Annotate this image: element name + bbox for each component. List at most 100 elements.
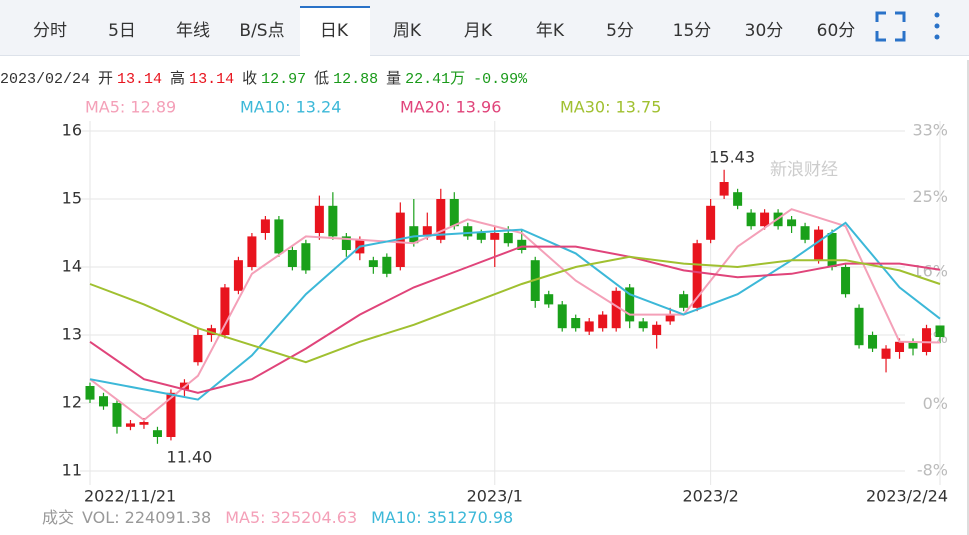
tab[interactable]: 分时 <box>33 21 67 41</box>
tab[interactable]: 60分 <box>817 21 856 41</box>
x-tick-label: 2023/1 <box>467 487 523 506</box>
legend-entry: MA20: 13.96 <box>400 98 501 117</box>
tab-bar <box>0 0 969 56</box>
candle-body <box>85 386 95 400</box>
tab[interactable]: 年K <box>536 21 565 41</box>
candle-body <box>490 233 500 240</box>
candle-body <box>557 304 567 329</box>
candle-body <box>125 423 135 427</box>
volume-ma10: MA10: 351270.98 <box>371 508 513 527</box>
candle-body <box>260 219 270 233</box>
candle-body <box>800 226 810 240</box>
info-bar: 2023/02/24 开 13.14 高 13.14 收 12.97 低 12.88 量 22.41… <box>0 70 528 88</box>
candle-body <box>665 314 675 322</box>
y2-tick-label: 33% <box>912 121 948 140</box>
volume-vol: VOL: 224091.38 <box>82 508 211 527</box>
candle-body <box>935 325 945 338</box>
y2-tick-label: -8% <box>917 461 948 480</box>
active-tab <box>300 6 370 56</box>
candle-body <box>733 192 743 206</box>
info-label: 高 <box>170 70 185 88</box>
candle-body <box>436 199 446 240</box>
fullscreen-icon[interactable] <box>875 11 906 42</box>
candle-body <box>652 324 662 335</box>
candle-body <box>881 348 891 359</box>
volume-ma5: MA5: 325204.63 <box>225 508 357 527</box>
candle-body <box>139 422 149 425</box>
y2-tick-label: 16% <box>912 261 948 280</box>
candle-body <box>328 205 338 237</box>
ma-line <box>89 255 941 364</box>
y-tick-label: 13 <box>62 325 82 344</box>
ma-line <box>89 221 941 401</box>
candle-body <box>220 287 230 335</box>
tab[interactable]: B/S点 <box>239 21 284 41</box>
candle-body <box>503 233 513 244</box>
candle-body <box>463 226 473 237</box>
tab[interactable]: 年线 <box>176 21 210 41</box>
ma-line <box>89 245 941 394</box>
x-tick-label: 2023/2/24 <box>866 487 948 506</box>
y2-tick-label: 0% <box>923 394 948 413</box>
candle-body <box>112 403 122 427</box>
candle-body <box>679 294 689 308</box>
legend-entry: MA30: 13.75 <box>560 98 661 117</box>
candle-body <box>409 226 419 244</box>
tab[interactable]: 月K <box>464 21 493 41</box>
candle-body <box>314 205 324 233</box>
candle-body <box>868 335 878 349</box>
candle-body <box>908 341 918 349</box>
candle-body <box>719 182 729 196</box>
tab[interactable]: 5分 <box>606 21 634 41</box>
info-label: 收 <box>242 70 257 88</box>
tab[interactable]: 30分 <box>745 21 784 41</box>
candle-body <box>787 219 797 227</box>
candle-body <box>517 239 527 250</box>
candle-body <box>760 212 770 227</box>
candle-body <box>611 290 621 329</box>
candle-body <box>368 260 378 267</box>
volume-bar: 成交 VOL: 224091.38 MA5: 325204.63 MA10: 3512… <box>42 508 513 527</box>
candle-body <box>814 229 824 261</box>
candle-body <box>827 233 837 267</box>
candle-body <box>841 267 851 295</box>
y-tick-label: 11 <box>62 461 82 480</box>
tab[interactable]: 15分 <box>673 21 712 41</box>
more-icon[interactable] <box>934 12 940 40</box>
tab[interactable]: 日K <box>320 21 349 41</box>
candle-body <box>449 199 459 227</box>
candle-body <box>382 256 392 274</box>
candle-body <box>895 341 905 352</box>
low-label: 11.40 <box>167 447 213 466</box>
y2-tick-label: 25% <box>912 187 948 206</box>
candle-body <box>922 328 932 352</box>
candle-body <box>571 318 581 329</box>
y-tick-label: 15 <box>62 189 82 208</box>
candle-body <box>98 396 108 407</box>
info-label: 开 <box>98 71 113 88</box>
candle-body <box>638 321 648 329</box>
candle-body <box>301 243 311 271</box>
info-date: 2023/02/24 <box>0 71 90 88</box>
candle-body <box>166 392 176 437</box>
tab[interactable]: 周K <box>393 21 422 41</box>
candle-body <box>625 287 635 322</box>
info-value: 22.41万 <box>405 71 465 88</box>
legend-entry: MA10: 13.24 <box>240 98 341 117</box>
candle-body <box>706 205 716 240</box>
candle-body <box>341 236 351 250</box>
info-label: 低 <box>314 70 329 88</box>
candle-body <box>544 294 554 305</box>
candle-body <box>287 250 297 267</box>
volume-title: 成交 <box>42 508 74 527</box>
scrollbar <box>967 60 969 535</box>
tab[interactable]: 5日 <box>108 21 136 41</box>
candle-body <box>152 430 162 437</box>
x-tick-label: 2023/2 <box>682 487 738 506</box>
info-change: -0.99% <box>473 71 528 88</box>
info-label: 量 <box>386 71 401 88</box>
candle-body <box>422 226 432 237</box>
ma-line <box>89 208 941 422</box>
